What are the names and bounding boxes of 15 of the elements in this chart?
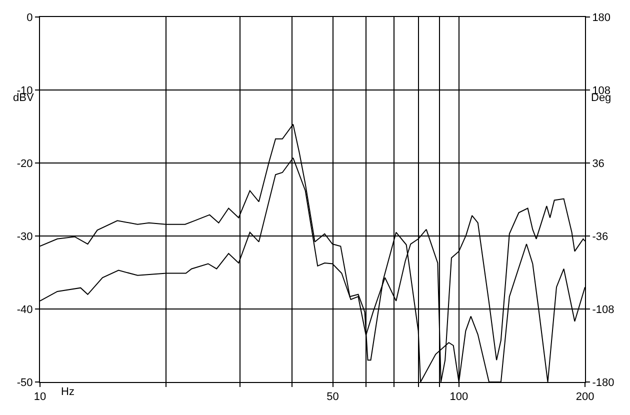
y2-tick-label: -36 — [592, 230, 608, 243]
y-tick-label: 0 — [26, 12, 33, 24]
y-tick-label: -50 — [16, 376, 33, 389]
x-tick-label: 50 — [326, 391, 339, 404]
y2-tick-label: 180 — [592, 12, 611, 24]
x-tick-label: 200 — [576, 391, 594, 404]
x-axis-title: Hz — [61, 386, 74, 398]
y2-tick-label: 36 — [592, 158, 604, 170]
y2-tick-label: -180 — [592, 376, 614, 389]
y-tick-label: -40 — [16, 304, 33, 316]
x-tick-label: 10 — [34, 391, 46, 404]
x-tick-label: 100 — [450, 391, 468, 404]
y-tick-label: -30 — [16, 230, 33, 243]
y2-tick-label: -108 — [592, 304, 614, 316]
y-tick-label: -20 — [16, 158, 33, 170]
